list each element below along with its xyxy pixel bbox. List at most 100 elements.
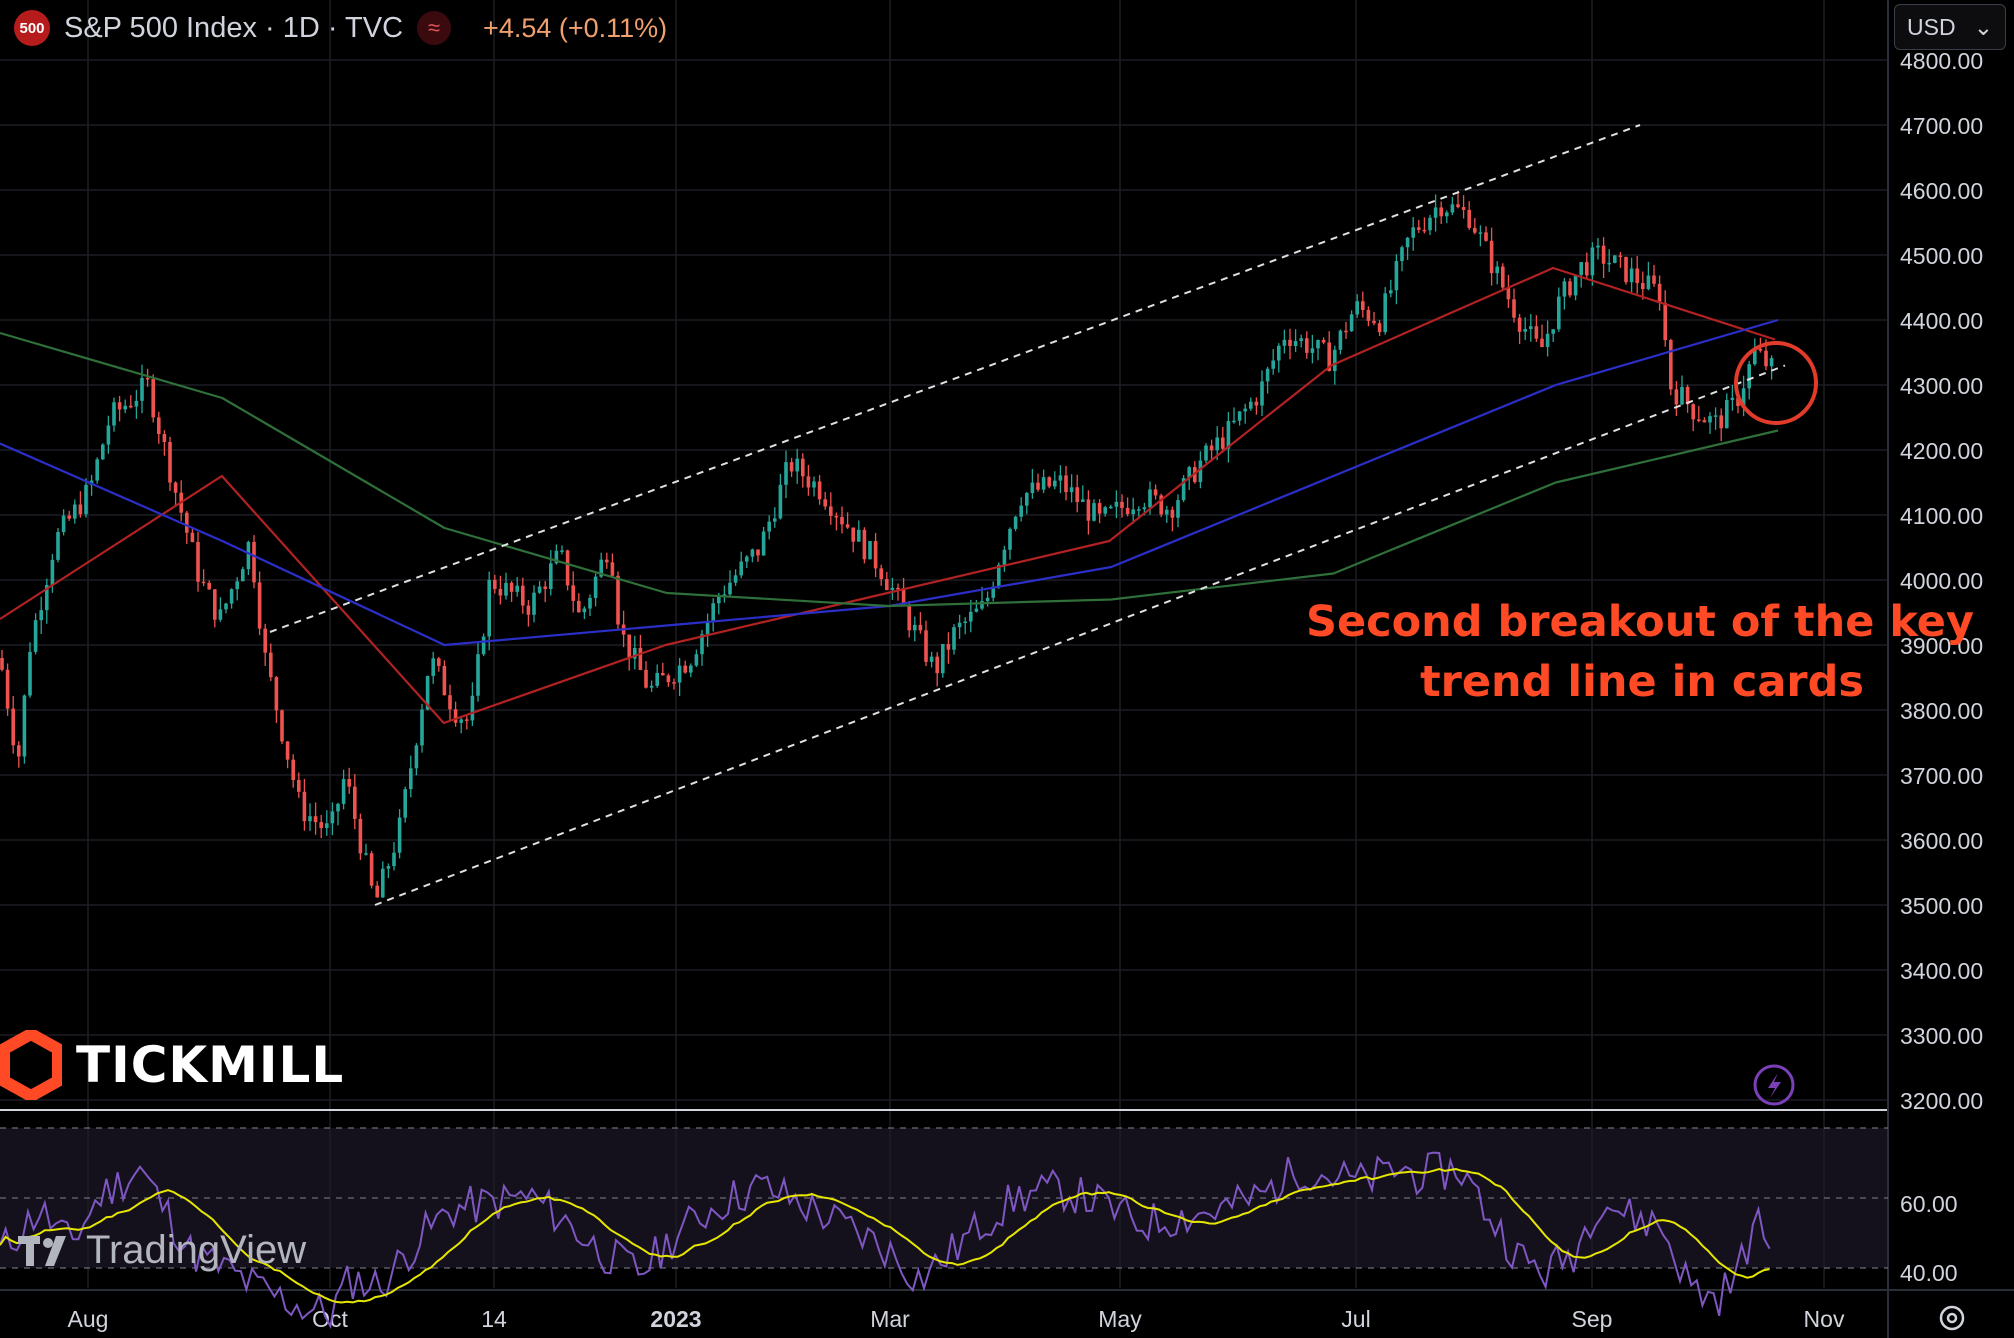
candle-body — [1226, 421, 1231, 449]
candle-body — [274, 677, 279, 711]
candle-body — [140, 377, 144, 401]
candle — [1092, 499, 1096, 522]
candle-body — [767, 521, 771, 532]
time-tick-label: Sep — [1572, 1306, 1613, 1332]
candle-body — [1125, 507, 1130, 515]
candle — [448, 684, 452, 722]
candle-body — [840, 516, 844, 525]
candle — [1288, 328, 1292, 360]
candle — [397, 809, 402, 859]
price-tick-label: 3900.00 — [1900, 633, 1983, 659]
candle — [117, 395, 122, 422]
candle-body — [375, 885, 379, 898]
candle-body — [425, 675, 430, 710]
candle-body — [285, 741, 290, 760]
candle-body — [593, 576, 598, 598]
candle-body — [330, 811, 335, 824]
candle-body — [291, 759, 295, 781]
candle — [767, 515, 771, 540]
candle-body — [386, 866, 391, 869]
candle-body — [1545, 333, 1550, 348]
candle-body — [1209, 445, 1214, 451]
candle-body — [649, 685, 654, 688]
candle-body — [845, 524, 850, 528]
candle — [526, 600, 531, 627]
candle-body — [1137, 509, 1141, 511]
candle-body — [1383, 293, 1387, 333]
candle-body — [1013, 516, 1018, 529]
candle-body — [173, 482, 178, 493]
candle — [756, 549, 760, 562]
candle — [1327, 331, 1331, 372]
candle — [274, 676, 279, 723]
candle-body — [1075, 487, 1079, 502]
candle — [957, 614, 962, 639]
candle-body — [761, 531, 766, 556]
candle-body — [39, 610, 43, 621]
candle — [840, 506, 844, 534]
candle — [201, 569, 206, 587]
candle — [638, 634, 643, 671]
candle-body — [453, 709, 458, 723]
candle — [45, 578, 49, 624]
candle-body — [369, 853, 374, 886]
time-tick-label: Oct — [312, 1306, 348, 1332]
candle — [1713, 407, 1718, 430]
candle — [442, 660, 447, 696]
candle-body — [229, 589, 234, 604]
candle-body — [694, 654, 699, 666]
currency-select[interactable]: USD ⌄ — [1894, 4, 2006, 50]
candle-body — [1405, 237, 1410, 248]
candle-body — [1433, 207, 1438, 218]
lightning-icon[interactable] — [1753, 1064, 1795, 1106]
candle — [56, 528, 60, 563]
time-tick-label: 2023 — [650, 1306, 701, 1332]
tradingview-text: TradingView — [86, 1228, 307, 1272]
candle — [1265, 366, 1270, 394]
candle-body — [1456, 204, 1460, 208]
gear-icon[interactable] — [1939, 1305, 1965, 1331]
price-tick-label: 4700.00 — [1900, 113, 1983, 139]
price-tick-label: 4800.00 — [1900, 48, 1983, 74]
candle-body — [1310, 348, 1315, 353]
candle-body — [1081, 499, 1085, 502]
candle-body — [1221, 437, 1225, 449]
candle — [1086, 490, 1091, 535]
candle — [1669, 338, 1673, 396]
candle — [929, 651, 934, 668]
candle-body — [403, 789, 407, 818]
candle-body — [644, 669, 648, 688]
candle-body — [1064, 475, 1068, 493]
candle — [1075, 474, 1079, 513]
candle-body — [67, 515, 71, 519]
candle — [571, 571, 575, 613]
candle — [627, 634, 631, 671]
candle-body — [252, 541, 256, 583]
candle-body — [1422, 229, 1427, 232]
candle — [1400, 245, 1404, 272]
candle — [1081, 485, 1085, 503]
candle-body — [1411, 227, 1415, 238]
candle-body — [319, 822, 323, 829]
breakout-circle — [1734, 341, 1818, 425]
candle — [1097, 499, 1102, 524]
wave-icon[interactable]: ≈ — [417, 11, 452, 45]
candle — [1674, 381, 1679, 416]
candle — [991, 581, 995, 602]
candle-body — [588, 597, 592, 609]
symbol-title[interactable]: S&P 500 Index · 1D · TVC — [64, 11, 404, 44]
candle-body — [358, 818, 363, 854]
candle — [241, 566, 245, 582]
candle-body — [1299, 338, 1303, 342]
candle-body — [1764, 350, 1768, 367]
candle-body — [565, 550, 570, 586]
candle — [750, 548, 755, 563]
candle-body — [1669, 340, 1673, 390]
candle-body — [1512, 299, 1516, 318]
candle-body — [0, 658, 4, 670]
candle-body — [1769, 358, 1774, 367]
candle-body — [711, 603, 715, 621]
candle-body — [437, 658, 441, 666]
candle — [341, 769, 346, 810]
candle-body — [543, 586, 547, 589]
